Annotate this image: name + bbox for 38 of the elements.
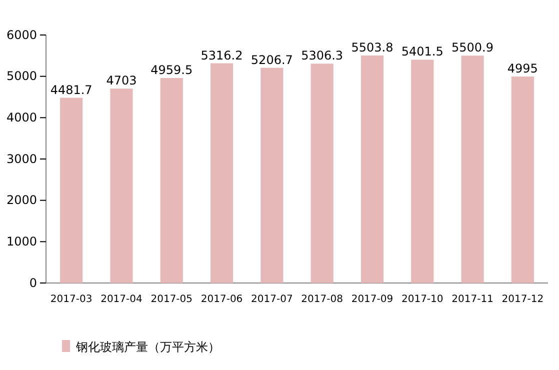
data-label: 4995 [507,62,538,76]
bar [160,78,183,283]
x-tick-label: 2017-12 [502,294,544,306]
x-tick-label: 2017-07 [251,294,293,306]
x-tick-label: 2017-03 [50,294,92,306]
data-label: 4959.5 [150,63,193,78]
y-tick-label: 2000 [6,193,37,208]
x-tick-label: 2017-11 [452,294,494,306]
bar [210,63,234,283]
bar [110,88,133,283]
x-tick-label: 2017-06 [200,294,243,306]
bar [60,98,83,283]
data-label: 5316.2 [200,48,243,62]
x-tick-label: 2017-08 [301,294,343,306]
x-tick-label: 2017-04 [100,294,142,306]
y-tick-label: 0 [29,276,37,290]
y-tick-label: 3000 [6,152,37,166]
bar [260,68,284,283]
data-label: 5401.5 [401,44,444,59]
x-tick-label: 2017-09 [351,294,394,306]
bar [310,64,334,283]
data-label: 4703 [106,74,137,88]
y-tick-label: 4000 [6,110,37,125]
legend-label: 钢化玻璃产量（万平方米） [75,340,220,354]
bar [511,76,534,283]
data-label: 5206.7 [250,52,293,67]
y-tick-label: 6000 [6,28,37,42]
y-tick-label: 1000 [6,234,37,249]
bar [411,60,434,283]
data-label: 5500.9 [452,40,494,55]
data-label: 5306.3 [301,48,344,63]
bar [461,56,484,283]
data-label: 5503.8 [351,40,394,55]
data-label: 4481.7 [50,82,92,97]
x-tick-label: 2017-05 [150,294,193,306]
x-tick-label: 2017-10 [401,294,444,306]
y-tick-label: 5000 [6,69,37,84]
bar [360,56,384,283]
